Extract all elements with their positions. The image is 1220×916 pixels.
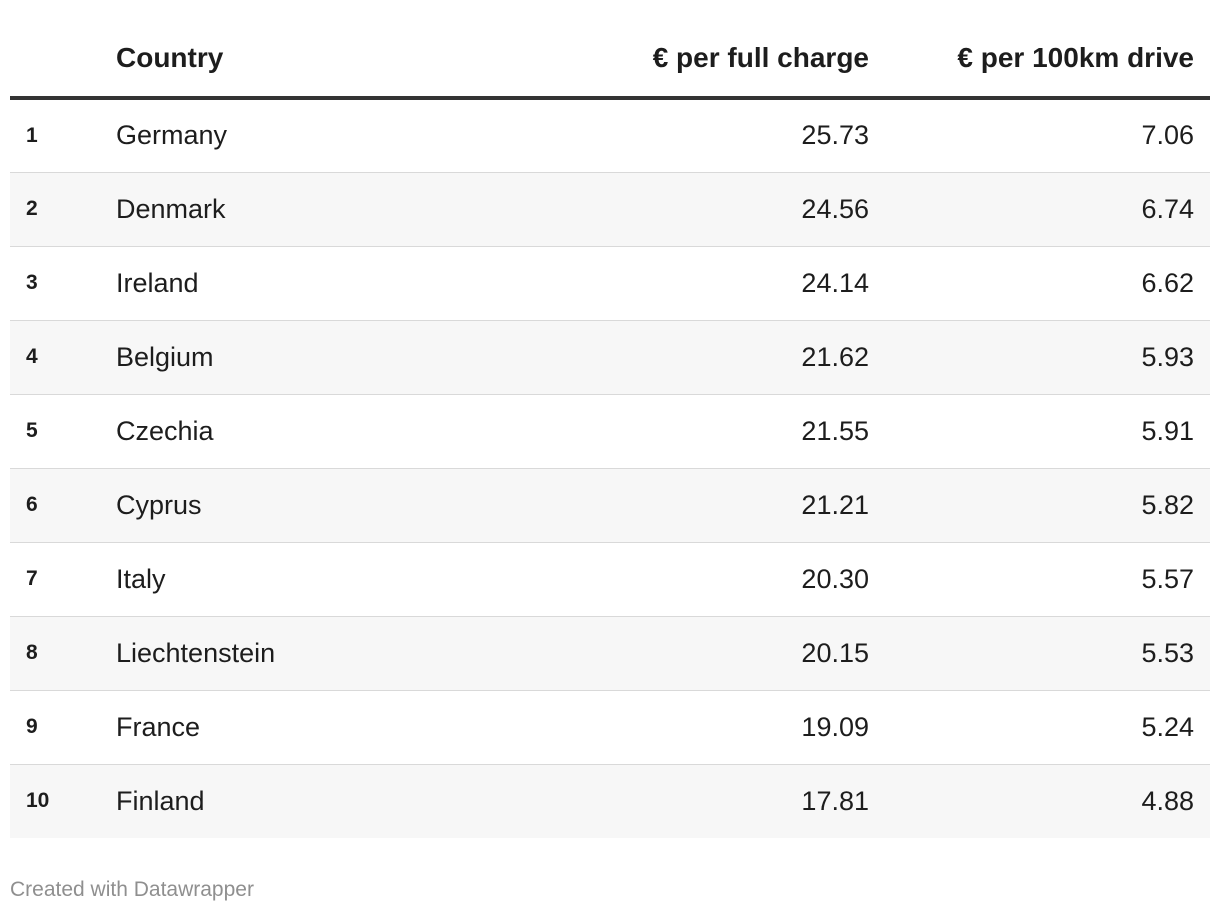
table-row: 3 Ireland 24.14 6.62 xyxy=(10,246,1210,321)
rank-cell: 2 xyxy=(10,172,116,247)
rank-cell: 7 xyxy=(10,542,116,617)
data-table-container: Country € per full charge € per 100km dr… xyxy=(10,24,1210,838)
header-drive: € per 100km drive xyxy=(875,24,1210,100)
charge-cell: 24.56 xyxy=(616,172,875,247)
drive-cell: 5.82 xyxy=(875,468,1210,543)
country-cell: Ireland xyxy=(116,246,616,321)
charge-cell: 20.30 xyxy=(616,542,875,617)
charge-cell: 17.81 xyxy=(616,764,875,838)
drive-cell: 5.91 xyxy=(875,394,1210,469)
table-row: 9 France 19.09 5.24 xyxy=(10,690,1210,765)
table-row: 8 Liechtenstein 20.15 5.53 xyxy=(10,616,1210,691)
table-body: 1 Germany 25.73 7.06 2 Denmark 24.56 6.74 3 Irela… xyxy=(10,98,1210,838)
drive-cell: 6.62 xyxy=(875,246,1210,321)
country-cell: Germany xyxy=(116,98,616,173)
header-row: Country € per full charge € per 100km dr… xyxy=(10,24,1210,100)
rank-cell: 1 xyxy=(10,98,116,173)
data-table: Country € per full charge € per 100km dr… xyxy=(10,24,1210,838)
table-row: 7 Italy 20.30 5.57 xyxy=(10,542,1210,617)
header-charge: € per full charge xyxy=(616,24,875,100)
charge-cell: 24.14 xyxy=(616,246,875,321)
country-cell: France xyxy=(116,690,616,765)
country-cell: Cyprus xyxy=(116,468,616,543)
charge-cell: 25.73 xyxy=(616,98,875,173)
drive-cell: 5.53 xyxy=(875,616,1210,691)
charge-cell: 20.15 xyxy=(616,616,875,691)
drive-cell: 5.57 xyxy=(875,542,1210,617)
table-row: 10 Finland 17.81 4.88 xyxy=(10,764,1210,838)
charge-cell: 21.21 xyxy=(616,468,875,543)
drive-cell: 5.93 xyxy=(875,320,1210,395)
charge-cell: 21.62 xyxy=(616,320,875,395)
drive-cell: 5.24 xyxy=(875,690,1210,765)
rank-cell: 5 xyxy=(10,394,116,469)
country-cell: Czechia xyxy=(116,394,616,469)
table-header: Country € per full charge € per 100km dr… xyxy=(10,24,1210,100)
datawrapper-credit[interactable]: Created with Datawrapper xyxy=(10,878,254,901)
country-cell: Liechtenstein xyxy=(116,616,616,691)
header-country: Country xyxy=(116,24,616,100)
country-cell: Denmark xyxy=(116,172,616,247)
country-cell: Belgium xyxy=(116,320,616,395)
rank-cell: 9 xyxy=(10,690,116,765)
rank-cell: 8 xyxy=(10,616,116,691)
header-rank xyxy=(10,24,116,100)
drive-cell: 7.06 xyxy=(875,98,1210,173)
drive-cell: 6.74 xyxy=(875,172,1210,247)
country-cell: Italy xyxy=(116,542,616,617)
rank-cell: 3 xyxy=(10,246,116,321)
drive-cell: 4.88 xyxy=(875,764,1210,838)
table-row: 6 Cyprus 21.21 5.82 xyxy=(10,468,1210,543)
rank-cell: 6 xyxy=(10,468,116,543)
table-row: 1 Germany 25.73 7.06 xyxy=(10,98,1210,173)
rank-cell: 10 xyxy=(10,764,116,838)
charge-cell: 19.09 xyxy=(616,690,875,765)
rank-cell: 4 xyxy=(10,320,116,395)
table-row: 4 Belgium 21.62 5.93 xyxy=(10,320,1210,395)
charge-cell: 21.55 xyxy=(616,394,875,469)
table-row: 5 Czechia 21.55 5.91 xyxy=(10,394,1210,469)
country-cell: Finland xyxy=(116,764,616,838)
table-row: 2 Denmark 24.56 6.74 xyxy=(10,172,1210,247)
